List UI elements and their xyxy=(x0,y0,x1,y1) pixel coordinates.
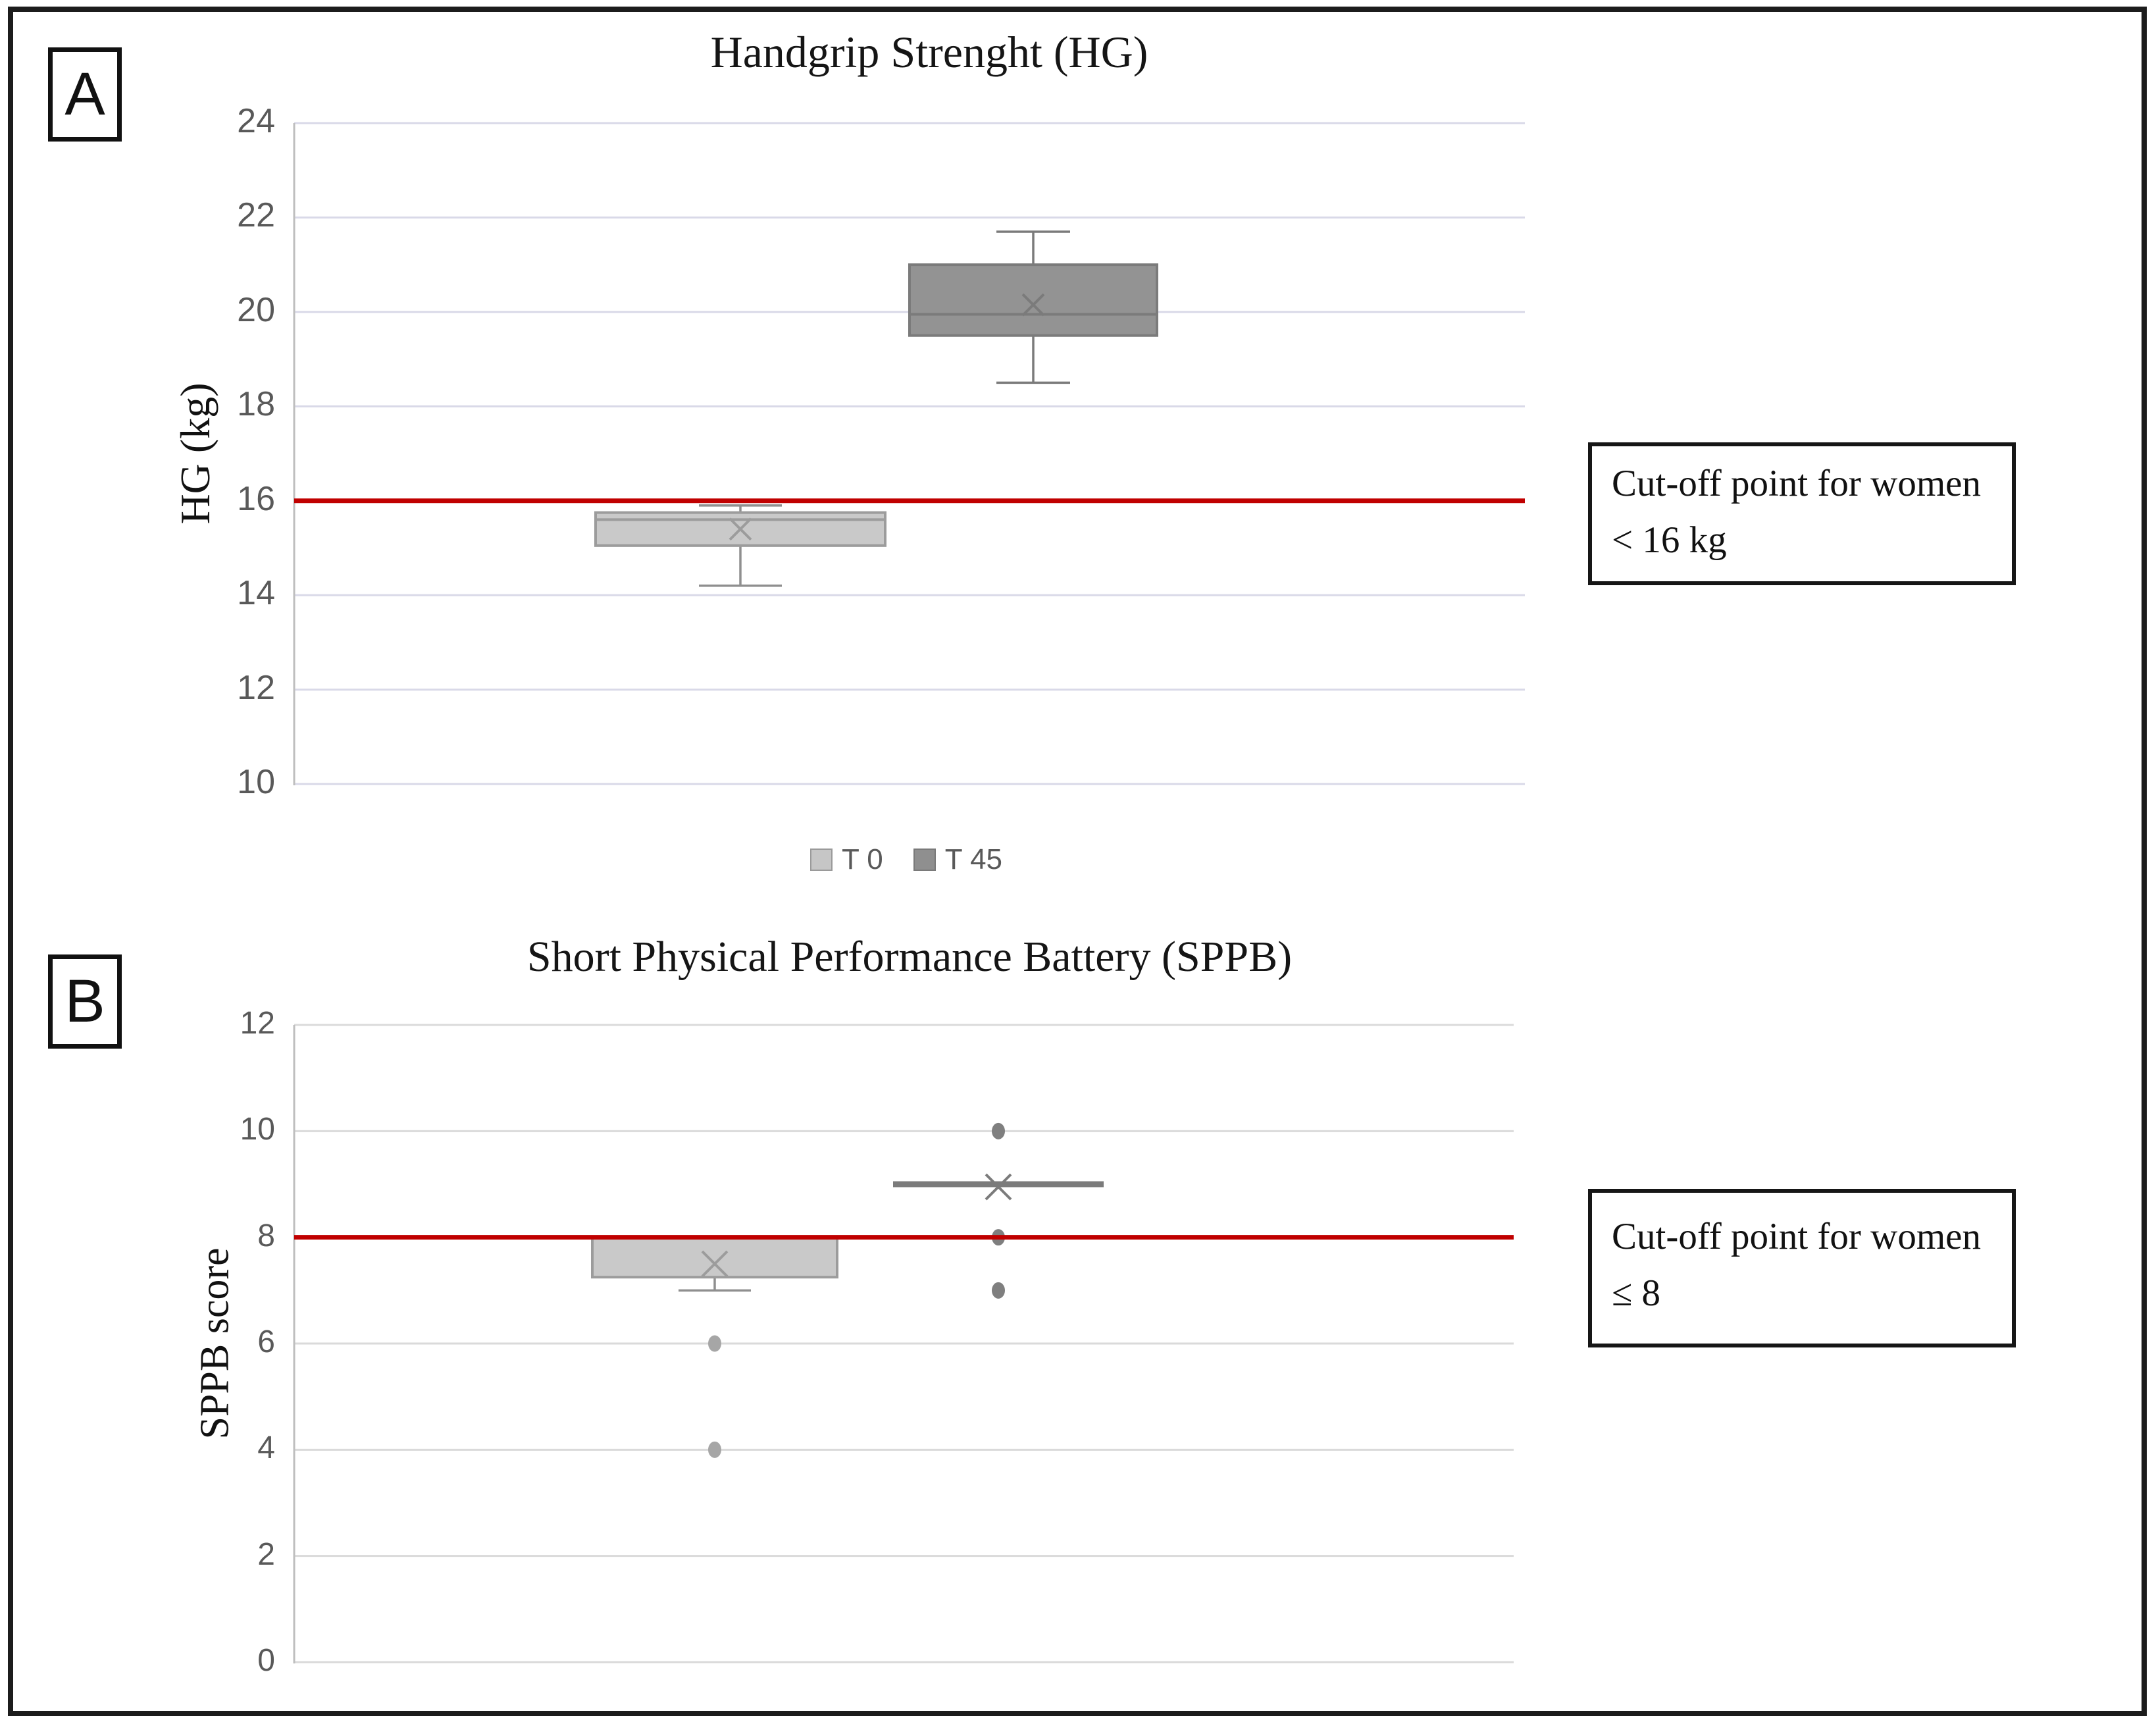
figure-border xyxy=(8,7,2147,1716)
y-tick-label: 0 xyxy=(257,1643,275,1678)
annotation-a-line1: Cut-off point for women xyxy=(1612,463,1981,504)
y-tick-label: 24 xyxy=(237,102,275,140)
mean-x-marker xyxy=(985,1173,1012,1201)
mean-x-marker xyxy=(701,1250,729,1278)
legend-swatch-t0 xyxy=(809,849,833,871)
annotation-a-line2: < 16 kg xyxy=(1612,519,1727,561)
legend-label-t45: T 45 xyxy=(944,843,1003,875)
annotation-b-line2: ≤ 8 xyxy=(1612,1272,1661,1314)
mean-x-marker xyxy=(729,517,752,541)
panel-a-letter: A xyxy=(64,61,105,128)
legend-swatch-t45 xyxy=(913,849,936,871)
panel-a-cutoff-annotation: Cut-off point for women < 16 kg xyxy=(1588,442,2016,585)
legend-label-t0: T 0 xyxy=(841,843,883,875)
panel-a-title: Handgrip Strenght (HG) xyxy=(710,27,1148,77)
outlier-dot xyxy=(992,1282,1005,1299)
panel-b-title: Short Physical Performance Battery (SPPB… xyxy=(526,933,1293,981)
y-tick-label: 6 xyxy=(257,1324,275,1359)
outlier-dot xyxy=(708,1441,721,1458)
box xyxy=(591,1236,838,1279)
outlier-dot xyxy=(708,1335,721,1352)
y-tick-label: 2 xyxy=(257,1536,275,1572)
y-tick-label: 14 xyxy=(237,574,275,613)
outlier-dot xyxy=(992,1122,1005,1139)
y-tick-label: 20 xyxy=(237,290,275,329)
annotation-b-line1: Cut-off point for women xyxy=(1612,1216,1981,1257)
panel-a-label-box: A xyxy=(48,47,122,142)
legend-item-t45: T 45 xyxy=(913,843,1002,876)
panel-b-letter: B xyxy=(64,968,105,1035)
y-tick-label: 10 xyxy=(240,1112,275,1147)
y-tick-label: 16 xyxy=(237,479,275,518)
y-tick-label: 12 xyxy=(240,1006,275,1041)
legend: T 0 T 45 xyxy=(294,843,1518,876)
panel-b-label-box: B xyxy=(48,954,122,1049)
y-tick-label: 4 xyxy=(257,1430,275,1466)
legend-item-t0: T 0 xyxy=(809,843,883,876)
panel-b-cutoff-annotation: Cut-off point for women ≤ 8 xyxy=(1588,1189,2016,1347)
mean-x-marker xyxy=(1021,293,1045,317)
y-tick-label: 10 xyxy=(237,763,275,801)
y-tick-label: 8 xyxy=(257,1218,275,1253)
y-tick-label: 18 xyxy=(237,385,275,424)
y-tick-label: 12 xyxy=(237,668,275,707)
box xyxy=(908,263,1158,337)
y-tick-label: 22 xyxy=(237,196,275,235)
